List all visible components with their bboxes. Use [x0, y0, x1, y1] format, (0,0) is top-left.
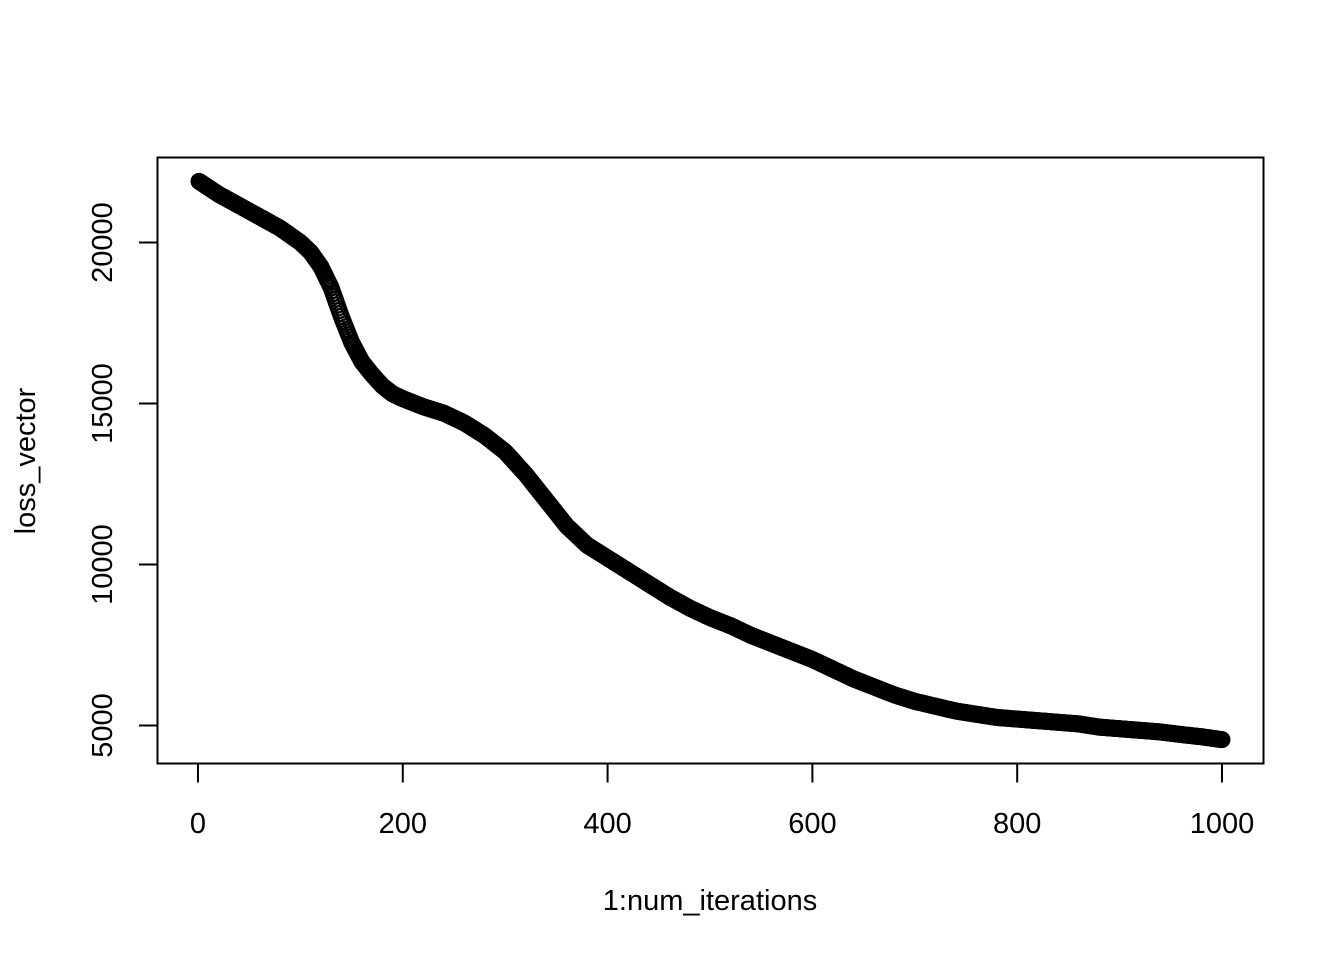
y-tick-label: 5000: [87, 693, 119, 758]
x-tick-label: 200: [379, 808, 427, 840]
x-axis-label: 1:num_iterations: [603, 885, 817, 917]
y-tick-label: 10000: [87, 524, 119, 605]
data-points: [190, 172, 1231, 749]
x-axis: 0 200 400 600 800 1000: [190, 762, 1255, 840]
y-axis-label: loss_vector: [10, 387, 42, 534]
x-tick-label: 0: [190, 808, 206, 840]
y-tick-label: 20000: [87, 202, 119, 283]
y-axis: 5000 10000 15000 20000: [87, 202, 159, 758]
x-tick-label: 800: [993, 808, 1041, 840]
x-tick-label: 600: [788, 808, 836, 840]
x-tick-label: 400: [583, 808, 631, 840]
data-point: [1213, 731, 1231, 749]
y-tick-label: 15000: [87, 363, 119, 444]
x-tick-label: 1000: [1190, 808, 1255, 840]
plot-frame: [156, 156, 1265, 765]
